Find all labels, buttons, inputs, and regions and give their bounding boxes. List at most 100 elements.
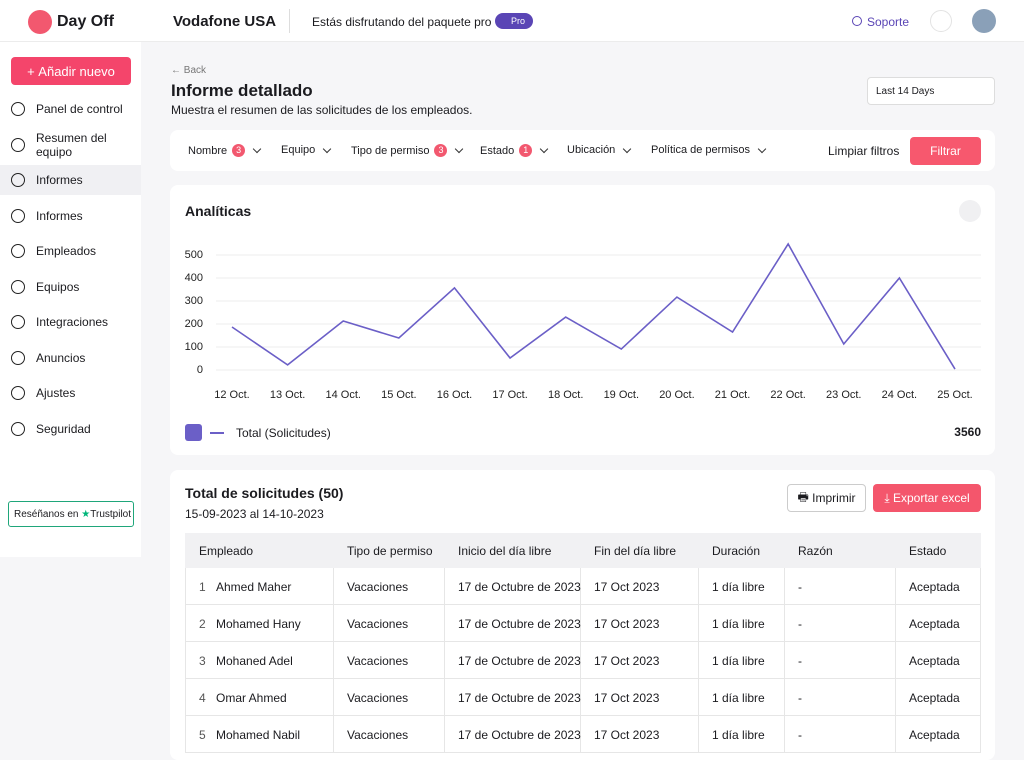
nav-icon bbox=[11, 350, 25, 365]
cell-border bbox=[784, 642, 785, 679]
nav-icon bbox=[11, 102, 25, 116]
nav-icon bbox=[11, 386, 25, 400]
cell: Ahmed Maher bbox=[216, 579, 292, 594]
add-button[interactable]: + Añadir nuevo bbox=[11, 57, 131, 85]
y-tick-label: 300 bbox=[185, 295, 203, 307]
divider bbox=[289, 9, 290, 33]
support[interactable]: Soporte bbox=[867, 15, 910, 29]
x-tick-label: 25 Oct. bbox=[937, 389, 972, 401]
notifications[interactable] bbox=[930, 10, 952, 32]
cell: Vacaciones bbox=[347, 653, 409, 668]
avatar[interactable] bbox=[972, 9, 996, 33]
x-tick-label: 21 Oct. bbox=[715, 389, 750, 401]
cell: 1 día libre bbox=[712, 579, 765, 594]
filter[interactable]: Tipo de permiso 3 bbox=[351, 144, 462, 157]
print-button[interactable]: 🖶 Imprimir bbox=[787, 484, 866, 512]
cell-border bbox=[895, 716, 896, 753]
chart-card bbox=[170, 185, 995, 455]
cell: 1 día libre bbox=[712, 690, 765, 705]
column-header: Fin del día libre bbox=[594, 543, 677, 558]
column-header: Tipo de permiso bbox=[347, 543, 433, 558]
cell-border bbox=[444, 568, 445, 605]
legend-label: Total (Solicitudes) bbox=[236, 426, 331, 440]
cell: Vacaciones bbox=[347, 579, 409, 594]
nav-item[interactable]: Informes bbox=[0, 201, 141, 231]
cell: - bbox=[798, 727, 802, 742]
nav-item[interactable]: Resumen del equipo bbox=[0, 130, 141, 160]
collapse[interactable] bbox=[959, 200, 981, 222]
filter-button[interactable]: Filtrar bbox=[910, 137, 981, 165]
nav-item[interactable]: Panel de control bbox=[0, 94, 141, 124]
trustpilot[interactable]: Reséñanos en ★ Trustpilot bbox=[8, 501, 134, 527]
row bbox=[185, 605, 981, 642]
cell-border bbox=[580, 605, 581, 642]
cell-border bbox=[895, 605, 896, 642]
cell: Mohamed Nabil bbox=[216, 727, 301, 742]
cell: 1 día libre bbox=[712, 616, 765, 631]
filter[interactable]: Ubicación bbox=[567, 144, 630, 156]
nav-item[interactable]: Equipos bbox=[0, 272, 141, 302]
cell-border bbox=[444, 679, 445, 716]
date-range[interactable]: Last 14 Days bbox=[867, 77, 995, 105]
cell: 17 Oct 2023 bbox=[594, 616, 660, 631]
cell: Aceptada bbox=[909, 727, 960, 742]
row bbox=[185, 568, 981, 605]
add-text: Añadir nuevo bbox=[38, 63, 115, 79]
x-tick-label: 13 Oct. bbox=[270, 389, 305, 401]
filter[interactable]: Estado 1 bbox=[480, 144, 547, 157]
cell: Vacaciones bbox=[347, 690, 409, 705]
nav-item[interactable]: Ajustes bbox=[0, 378, 141, 408]
cell-border bbox=[895, 679, 896, 716]
x-tick-label: 16 Oct. bbox=[437, 389, 472, 401]
cell-border bbox=[784, 605, 785, 642]
cell-border bbox=[580, 716, 581, 753]
support-icon bbox=[852, 16, 862, 26]
back[interactable]: ← Back bbox=[171, 65, 207, 76]
cell: 17 de Octubre de 2023 bbox=[458, 579, 581, 594]
print-text: Imprimir bbox=[812, 491, 856, 505]
x-tick-label: 20 Oct. bbox=[659, 389, 694, 401]
chart-title: Analíticas bbox=[185, 203, 252, 219]
nav-item[interactable]: Integraciones bbox=[0, 307, 141, 337]
filter[interactable]: Nombre 3 bbox=[188, 144, 260, 157]
plan-text: Estás disfrutando del paquete pro bbox=[312, 15, 492, 29]
row bbox=[185, 679, 981, 716]
cell-border bbox=[895, 642, 896, 679]
filter-label: Equipo bbox=[281, 144, 316, 156]
nav-icon bbox=[11, 244, 25, 258]
nav-item[interactable]: Anuncios bbox=[0, 343, 141, 373]
legend-swatch bbox=[185, 424, 202, 441]
export-button[interactable]: ⤓ Exportar excel bbox=[873, 484, 981, 512]
clear-filters[interactable]: Limpiar filtros bbox=[828, 144, 900, 158]
nav-icon bbox=[11, 279, 25, 294]
filter-label: Estado bbox=[480, 144, 515, 157]
row bbox=[185, 642, 981, 679]
trustpilot-text: Trustpilot bbox=[90, 508, 132, 520]
cell: 1 día libre bbox=[712, 653, 765, 668]
y-tick-label: 0 bbox=[197, 364, 203, 376]
x-tick-label: 14 Oct. bbox=[325, 389, 360, 401]
filter-count: 3 bbox=[434, 144, 448, 157]
cell: Omar Ahmed bbox=[216, 690, 287, 705]
y-tick-label: 100 bbox=[185, 341, 203, 353]
plan-badge: Pro bbox=[495, 13, 534, 29]
nav-item[interactable]: Empleados bbox=[0, 236, 141, 266]
column-header: Razón bbox=[798, 543, 833, 558]
filter-count: 1 bbox=[519, 144, 533, 157]
nav-icon bbox=[11, 421, 25, 436]
add-label: + Añadir nuevo bbox=[27, 63, 115, 79]
filter[interactable]: Política de permisos bbox=[651, 144, 765, 156]
column-header: Duración bbox=[712, 543, 761, 558]
x-tick-label: 17 Oct. bbox=[492, 389, 527, 401]
filter[interactable]: Equipo bbox=[281, 144, 330, 156]
nav-item[interactable]: Seguridad bbox=[0, 414, 141, 444]
filter-label: Tipo de permiso bbox=[351, 144, 430, 157]
cell: 2 bbox=[199, 616, 206, 631]
nav-item[interactable]: Informes bbox=[0, 165, 141, 195]
cell: - bbox=[798, 653, 802, 668]
cell: 5 bbox=[199, 727, 206, 742]
nav-icon bbox=[11, 315, 25, 329]
cell-border bbox=[895, 568, 896, 605]
cell: - bbox=[798, 616, 802, 631]
cell-border bbox=[784, 568, 785, 605]
